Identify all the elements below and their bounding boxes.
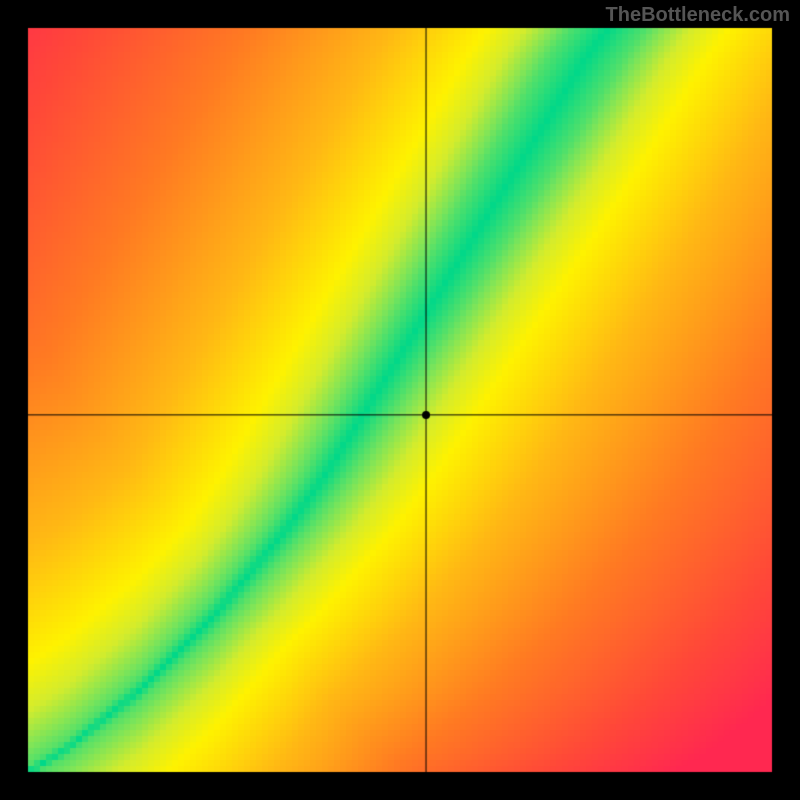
watermark-text: TheBottleneck.com [606, 4, 790, 27]
heatmap-canvas [0, 0, 800, 800]
chart-container: TheBottleneck.com [0, 0, 800, 800]
